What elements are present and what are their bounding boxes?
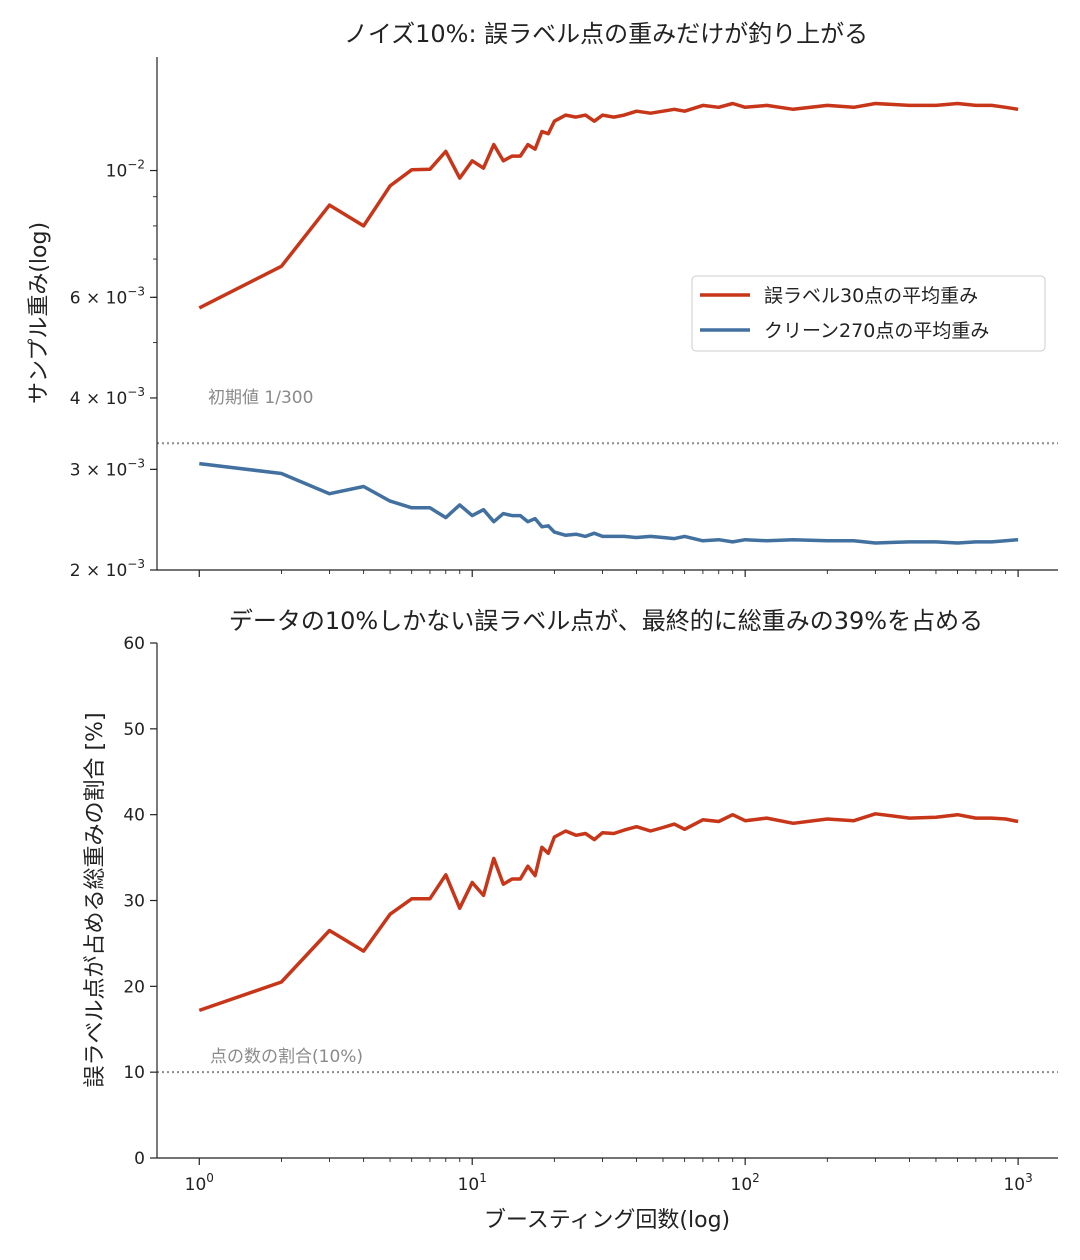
y-ticks: 10−2 6 × 10−3 4 × 10−3 3 × 10−3 2 × 10−3 bbox=[70, 158, 157, 581]
x-tick-label: 100 bbox=[185, 1171, 214, 1195]
x-ticks bbox=[198, 570, 1019, 577]
chart-title: ノイズ10%: 誤ラベル点の重みだけが釣り上がる bbox=[344, 20, 868, 48]
series-layer bbox=[198, 101, 1019, 545]
series-line-mislabeled bbox=[198, 101, 1019, 310]
y-tick-label: 2 × 10−3 bbox=[70, 557, 145, 581]
y-tick-label: 4 × 10−3 bbox=[70, 385, 145, 409]
initial-value-annotation: 初期値 1/300 bbox=[208, 388, 313, 408]
y-axis-label: サンプル重み(log) bbox=[27, 222, 52, 404]
chart-title: データの10%しかない誤ラベル点が、最終的に総重みの39%を占める bbox=[229, 607, 983, 635]
x-tick-label: 101 bbox=[458, 1171, 487, 1195]
series-line-weight-share bbox=[198, 812, 1019, 1013]
series-line-clean bbox=[199, 461, 1019, 545]
legend-entry-mislabeled: 誤ラベル30点の平均重み bbox=[764, 285, 978, 307]
chart-sample-weights: ノイズ10%: 誤ラベル点の重みだけが釣り上がる サンプル重み(log) 初期値… bbox=[27, 20, 1058, 581]
y-tick-label: 10 bbox=[123, 1063, 145, 1083]
y-ticks: 0 10 20 30 40 50 60 bbox=[123, 634, 157, 1169]
x-tick-label: 102 bbox=[731, 1171, 760, 1195]
x-ticks: 100 101 102 103 bbox=[185, 1158, 1033, 1195]
y-tick-label: 10−2 bbox=[106, 158, 145, 182]
y-tick-label: 0 bbox=[134, 1149, 145, 1169]
axes bbox=[156, 643, 1058, 1159]
point-share-annotation: 点の数の割合(10%) bbox=[210, 1047, 363, 1067]
y-tick-label: 60 bbox=[123, 634, 145, 654]
y-tick-label: 30 bbox=[123, 892, 145, 912]
y-axis-label: 誤ラベル点が占める総重みの割合 [%] bbox=[83, 712, 108, 1087]
y-tick-label: 20 bbox=[123, 977, 145, 997]
series-layer bbox=[198, 812, 1019, 1013]
legend-entry-clean: クリーン270点の平均重み bbox=[764, 320, 989, 342]
legend: 誤ラベル30点の平均重み クリーン270点の平均重み bbox=[691, 275, 1046, 352]
y-tick-label: 6 × 10−3 bbox=[70, 284, 145, 308]
axes bbox=[156, 57, 1058, 571]
legend-box bbox=[691, 275, 1046, 352]
x-axis-label: ブースティング回数(log) bbox=[484, 1208, 730, 1233]
x-tick-label: 103 bbox=[1003, 1171, 1032, 1195]
chart-weight-share: データの10%しかない誤ラベル点が、最終的に総重みの39%を占める 誤ラベル点が… bbox=[83, 607, 1058, 1233]
y-tick-label: 3 × 10−3 bbox=[70, 456, 145, 480]
y-tick-label: 40 bbox=[123, 806, 145, 826]
y-tick-label: 50 bbox=[123, 720, 145, 740]
